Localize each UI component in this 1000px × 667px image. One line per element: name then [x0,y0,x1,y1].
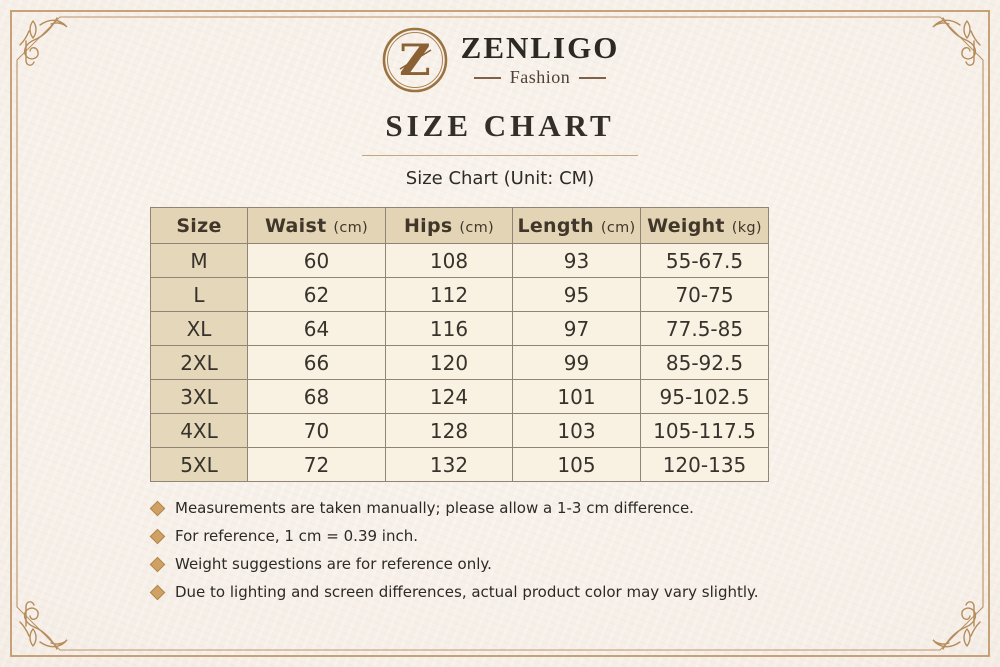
brand-name: ZENLIGO [460,29,620,65]
waist-cell: 70 [247,413,386,448]
weight-cell: 55-67.5 [640,243,769,278]
weight-cell: 85-92.5 [640,345,769,380]
col-label: Waist [264,214,327,237]
size-cell: XL [150,311,248,346]
subtitle: Size Chart (Unit: CM) [405,168,595,189]
note-item: Measurements are taken manually; please … [149,499,792,517]
weight-cell: 105-117.5 [640,413,769,448]
diamond-bullet-icon [149,584,166,601]
weight-cell: 120-135 [640,447,769,482]
length-cell: 93 [512,243,641,278]
hips-cell: 128 [385,413,513,448]
length-cell: 97 [512,311,641,346]
col-header-length: Length (cm) [512,207,641,244]
note-item: Due to lighting and screen differences, … [149,583,792,601]
table-row: 3XL 68 124 101 95-102.5 [150,379,769,414]
brand-tagline: Fashion [509,67,571,88]
weight-cell: 70-75 [640,277,769,312]
tagline-dash-left [473,76,501,79]
table-row: XL 64 116 97 77.5-85 [150,311,769,346]
note-text: For reference, 1 cm = 0.39 inch. [175,527,419,545]
col-header-size: Size [150,207,248,244]
size-cell: 2XL [150,345,248,380]
table-header-row: Size Waist (cm) Hips (cm) Length (cm) We… [150,207,769,244]
note-text: Weight suggestions are for reference onl… [175,555,492,573]
diamond-bullet-icon [149,556,166,573]
table-row: M 60 108 93 55-67.5 [150,243,769,278]
hips-cell: 112 [385,277,513,312]
size-cell: 4XL [150,413,248,448]
hips-cell: 108 [385,243,513,278]
hips-cell: 132 [385,447,513,482]
hips-cell: 116 [385,311,513,346]
size-cell: M [150,243,248,278]
col-unit: (cm) [459,219,495,236]
diamond-bullet-icon [149,500,166,517]
col-label: Weight [647,214,725,237]
page-title: SIZE CHART [385,108,615,143]
tagline-dash-right [579,76,607,79]
length-cell: 95 [512,277,641,312]
hips-cell: 124 [385,379,513,414]
col-unit: (kg) [731,219,762,236]
brand-monogram: Z [399,36,430,86]
size-cell: 5XL [150,447,248,482]
note-item: Weight suggestions are for reference onl… [149,555,792,573]
note-text: Measurements are taken manually; please … [175,499,694,517]
col-header-hips: Hips (cm) [385,207,513,244]
size-cell: 3XL [150,379,248,414]
table-row: 2XL 66 120 99 85-92.5 [150,345,769,380]
diamond-bullet-icon [149,528,166,545]
note-text: Due to lighting and screen differences, … [175,583,759,601]
brand-monogram-icon: Z [382,27,447,93]
waist-cell: 72 [247,447,386,482]
length-cell: 101 [512,379,641,414]
length-cell: 99 [512,345,641,380]
table-row: 5XL 72 132 105 120-135 [150,447,769,482]
col-unit: (cm) [333,219,369,236]
weight-cell: 77.5-85 [640,311,769,346]
length-cell: 103 [512,413,641,448]
brand-logo: Z ZENLIGO Fashion [381,0,620,95]
waist-cell: 66 [247,345,386,380]
weight-cell: 95-102.5 [640,379,769,414]
title-divider [362,155,638,156]
waist-cell: 60 [247,243,386,278]
size-table: Size Waist (cm) Hips (cm) Length (cm) We… [150,207,769,482]
size-cell: L [150,277,248,312]
waist-cell: 68 [247,379,386,414]
hips-cell: 120 [385,345,513,380]
waist-cell: 64 [247,311,386,346]
note-item: For reference, 1 cm = 0.39 inch. [149,527,792,545]
col-unit: (cm) [600,219,636,236]
col-label: Size [176,214,222,237]
col-header-weight: Weight (kg) [640,207,769,244]
table-row: L 62 112 95 70-75 [150,277,769,312]
col-label: Length [517,214,594,237]
waist-cell: 62 [247,277,386,312]
col-label: Hips [403,214,453,237]
notes-list: Measurements are taken manually; please … [149,499,792,601]
table-row: 4XL 70 128 103 105-117.5 [150,413,769,448]
length-cell: 105 [512,447,641,482]
col-header-waist: Waist (cm) [247,207,386,244]
